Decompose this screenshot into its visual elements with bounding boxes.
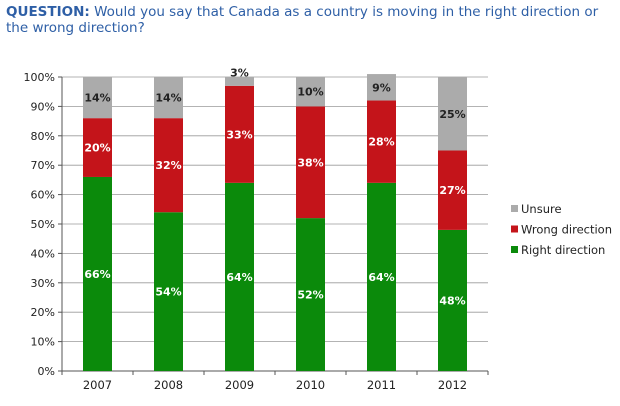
legend-swatch <box>511 205 518 212</box>
data-label: 38% <box>297 156 323 169</box>
bar-segment <box>225 182 254 371</box>
data-label: 64% <box>368 271 394 284</box>
question-label: QUESTION: <box>6 4 90 20</box>
x-tick-label: 2010 <box>296 378 325 392</box>
x-tick-label: 2009 <box>225 378 254 392</box>
bar-segment <box>367 182 396 371</box>
y-tick-label: 0% <box>38 365 55 378</box>
data-label: 20% <box>84 142 110 155</box>
data-label: 25% <box>439 108 465 121</box>
bar-segment <box>225 85 254 183</box>
data-label: 64% <box>226 271 252 284</box>
bar-segment <box>154 212 183 371</box>
bar-segment <box>438 150 467 230</box>
y-tick-label: 60% <box>31 189 55 202</box>
bar-segment <box>296 77 325 107</box>
data-label: 9% <box>372 81 391 94</box>
y-tick-label: 10% <box>31 336 55 349</box>
y-tick-label: 20% <box>31 306 55 319</box>
data-label: 28% <box>368 136 394 149</box>
y-tick-label: 100% <box>24 71 55 84</box>
bar-segment <box>83 118 112 177</box>
data-label: 32% <box>155 159 181 172</box>
data-label: 66% <box>84 268 110 281</box>
data-label: 3% <box>230 67 249 80</box>
bar-segment <box>83 77 112 119</box>
bar-segment <box>438 229 467 371</box>
data-label: 33% <box>226 128 252 141</box>
legend-label: Unsure <box>521 202 562 216</box>
bar-segment <box>154 77 183 119</box>
y-tick-label: 70% <box>31 159 55 172</box>
data-label: 52% <box>297 289 323 302</box>
bar-segment <box>225 77 254 86</box>
legend-label: Right direction <box>521 243 605 257</box>
x-tick-label: 2012 <box>438 378 467 392</box>
data-label: 10% <box>297 86 323 99</box>
bar-segment <box>296 106 325 219</box>
y-tick-label: 40% <box>31 247 55 260</box>
bar-segment <box>367 74 396 101</box>
bar-segment <box>438 77 467 151</box>
bar-segment <box>296 218 325 371</box>
legend-swatch <box>511 225 518 233</box>
y-tick-label: 30% <box>31 277 55 290</box>
question-body: Would you say that Canada as a country i… <box>6 4 599 36</box>
bar-segment <box>154 118 183 213</box>
legend-swatch <box>511 246 518 253</box>
y-tick-label: 80% <box>31 130 55 143</box>
y-tick-label: 90% <box>31 100 55 113</box>
legend-label: Wrong direction <box>521 223 612 237</box>
data-label: 54% <box>155 286 181 299</box>
data-label: 14% <box>155 92 181 105</box>
y-tick-label: 50% <box>31 218 55 231</box>
bar-segment <box>367 100 396 183</box>
x-tick-label: 2011 <box>367 378 396 392</box>
question-text: QUESTION: Would you say that Canada as a… <box>6 4 606 36</box>
bar-segment <box>83 176 112 371</box>
x-tick-label: 2008 <box>154 378 183 392</box>
data-label: 48% <box>439 294 465 307</box>
data-label: 14% <box>84 92 110 105</box>
x-tick-label: 2007 <box>83 378 112 392</box>
data-label: 27% <box>439 184 465 197</box>
